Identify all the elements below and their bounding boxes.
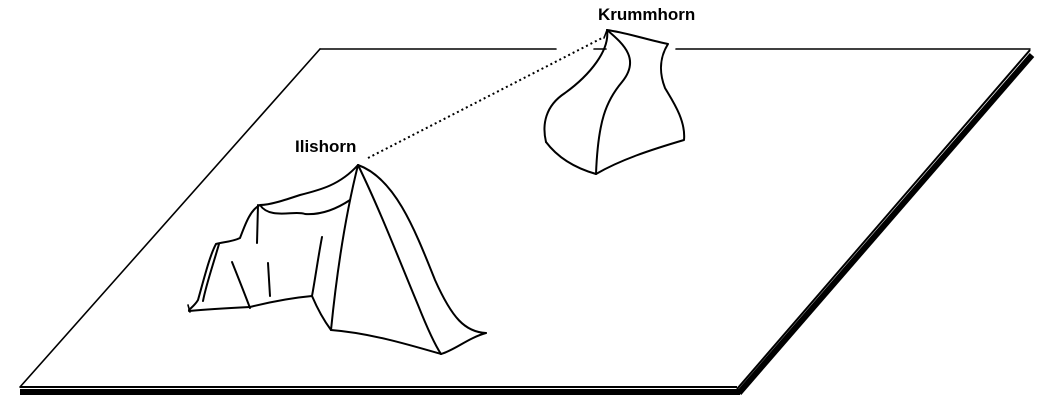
ilishorn-mountain: [187, 164, 487, 355]
krummhorn-mountain: [543, 29, 686, 175]
plane-left-edge: [19, 48, 321, 388]
sight-line: [367, 36, 605, 159]
plane-right-edge-shadow: [736, 53, 1035, 395]
plane-right-edge: [736, 49, 1031, 390]
ground-plane: [19, 48, 1035, 395]
label-krummhorn: Krummhorn: [598, 5, 695, 24]
label-ilishorn: Ilishorn: [295, 137, 356, 156]
